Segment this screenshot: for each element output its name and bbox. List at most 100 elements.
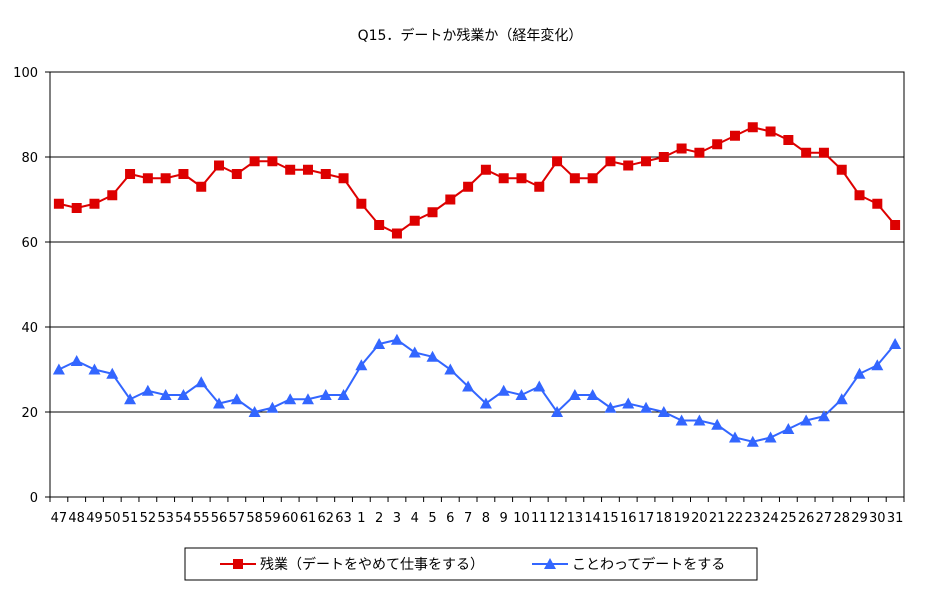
data-point — [604, 401, 617, 413]
plot-area-frame — [49, 71, 905, 498]
data-point — [178, 169, 189, 179]
data-point — [463, 181, 474, 192]
x-tick-label: 21 — [709, 511, 726, 526]
data-point — [106, 367, 119, 379]
data-point — [285, 164, 296, 175]
data-point — [284, 393, 297, 405]
data-point — [586, 389, 599, 400]
data-point — [320, 169, 331, 179]
y-tick-label: 40 — [21, 321, 38, 336]
x-tick-label: 1 — [357, 511, 365, 526]
data-point — [70, 355, 83, 366]
x-tick-label: 19 — [673, 511, 690, 526]
y-tick-label: 80 — [21, 151, 38, 166]
x-tick-label: 49 — [86, 511, 103, 526]
x-tick-label: 13 — [567, 511, 584, 526]
data-point — [818, 147, 829, 158]
data-point — [195, 376, 208, 388]
data-point — [498, 173, 509, 184]
x-tick-label: 54 — [175, 511, 192, 526]
x-tick-label: 47 — [51, 511, 68, 526]
data-point — [783, 135, 794, 145]
data-point — [817, 410, 830, 422]
data-point — [444, 363, 457, 375]
y-tick-label: 60 — [21, 236, 38, 251]
legend-label-series-1: 残業（デートをやめて仕事をする） — [260, 556, 484, 573]
data-point — [52, 363, 65, 375]
data-point — [551, 406, 564, 417]
x-tick-label: 55 — [193, 511, 210, 526]
legend-marker-series-2 — [544, 558, 556, 569]
legend-box — [184, 547, 758, 581]
data-point — [141, 384, 154, 396]
x-tick-label: 12 — [549, 511, 566, 526]
data-point — [657, 406, 670, 417]
y-axis: 0 20 40 60 80 100 — [13, 66, 50, 506]
data-point — [88, 363, 101, 375]
data-point — [142, 173, 153, 184]
x-tick-label: 58 — [246, 511, 263, 526]
data-point — [497, 384, 510, 396]
x-tick-label: 53 — [157, 511, 174, 526]
data-point — [622, 397, 635, 409]
x-tick-label: 31 — [887, 511, 904, 526]
data-point — [729, 130, 740, 141]
x-tick-label: 50 — [104, 511, 121, 526]
x-axis: 47 48 49 50 51 52 53 54 55 56 57 58 59 60 61 62 63 1 2 3 4 5 6… — [49, 497, 905, 526]
data-point — [676, 143, 687, 154]
data-point — [159, 389, 172, 400]
data-point — [605, 156, 616, 167]
x-tick-label: 24 — [762, 511, 779, 526]
data-point — [533, 380, 546, 392]
data-point — [800, 414, 813, 426]
data-point — [445, 194, 456, 205]
data-point — [801, 147, 812, 158]
x-tick-label: 28 — [833, 511, 850, 526]
x-tick-label: 62 — [317, 511, 334, 526]
data-point — [764, 431, 777, 443]
data-point — [746, 435, 759, 447]
data-point — [728, 431, 741, 443]
x-tick-label: 2 — [375, 511, 383, 526]
data-point — [249, 156, 260, 167]
data-point — [266, 401, 279, 413]
data-point — [872, 198, 883, 209]
data-point — [782, 423, 795, 434]
data-point — [196, 181, 207, 192]
data-point — [230, 393, 243, 405]
data-point — [177, 389, 190, 400]
data-point — [338, 173, 349, 184]
data-point — [124, 393, 137, 405]
data-point — [890, 220, 901, 230]
x-tick-label: 5 — [428, 511, 436, 526]
data-point — [391, 228, 402, 239]
data-point — [373, 338, 386, 349]
data-point — [747, 122, 758, 133]
y-tick-label: 100 — [13, 66, 38, 81]
data-point — [337, 389, 350, 400]
data-point — [231, 169, 242, 179]
data-point — [765, 126, 776, 137]
data-point — [587, 173, 598, 184]
series-2 — [52, 333, 902, 447]
data-point — [675, 414, 688, 426]
data-point — [71, 203, 82, 213]
x-tick-label: 3 — [393, 511, 401, 526]
data-point — [711, 418, 724, 430]
x-tick-label: 6 — [446, 511, 454, 526]
data-point — [853, 367, 866, 379]
data-point — [408, 346, 421, 358]
series-layer — [52, 122, 902, 447]
x-tick-label: 27 — [816, 511, 833, 526]
data-point — [836, 164, 847, 175]
data-point — [623, 160, 634, 171]
data-point — [319, 389, 332, 400]
data-point — [427, 207, 438, 218]
data-point — [534, 181, 545, 192]
data-point — [693, 414, 706, 426]
data-point — [515, 389, 528, 400]
legend-label-series-2: ことわってデートをする — [572, 556, 725, 573]
data-point — [214, 160, 225, 171]
data-point — [355, 359, 368, 371]
